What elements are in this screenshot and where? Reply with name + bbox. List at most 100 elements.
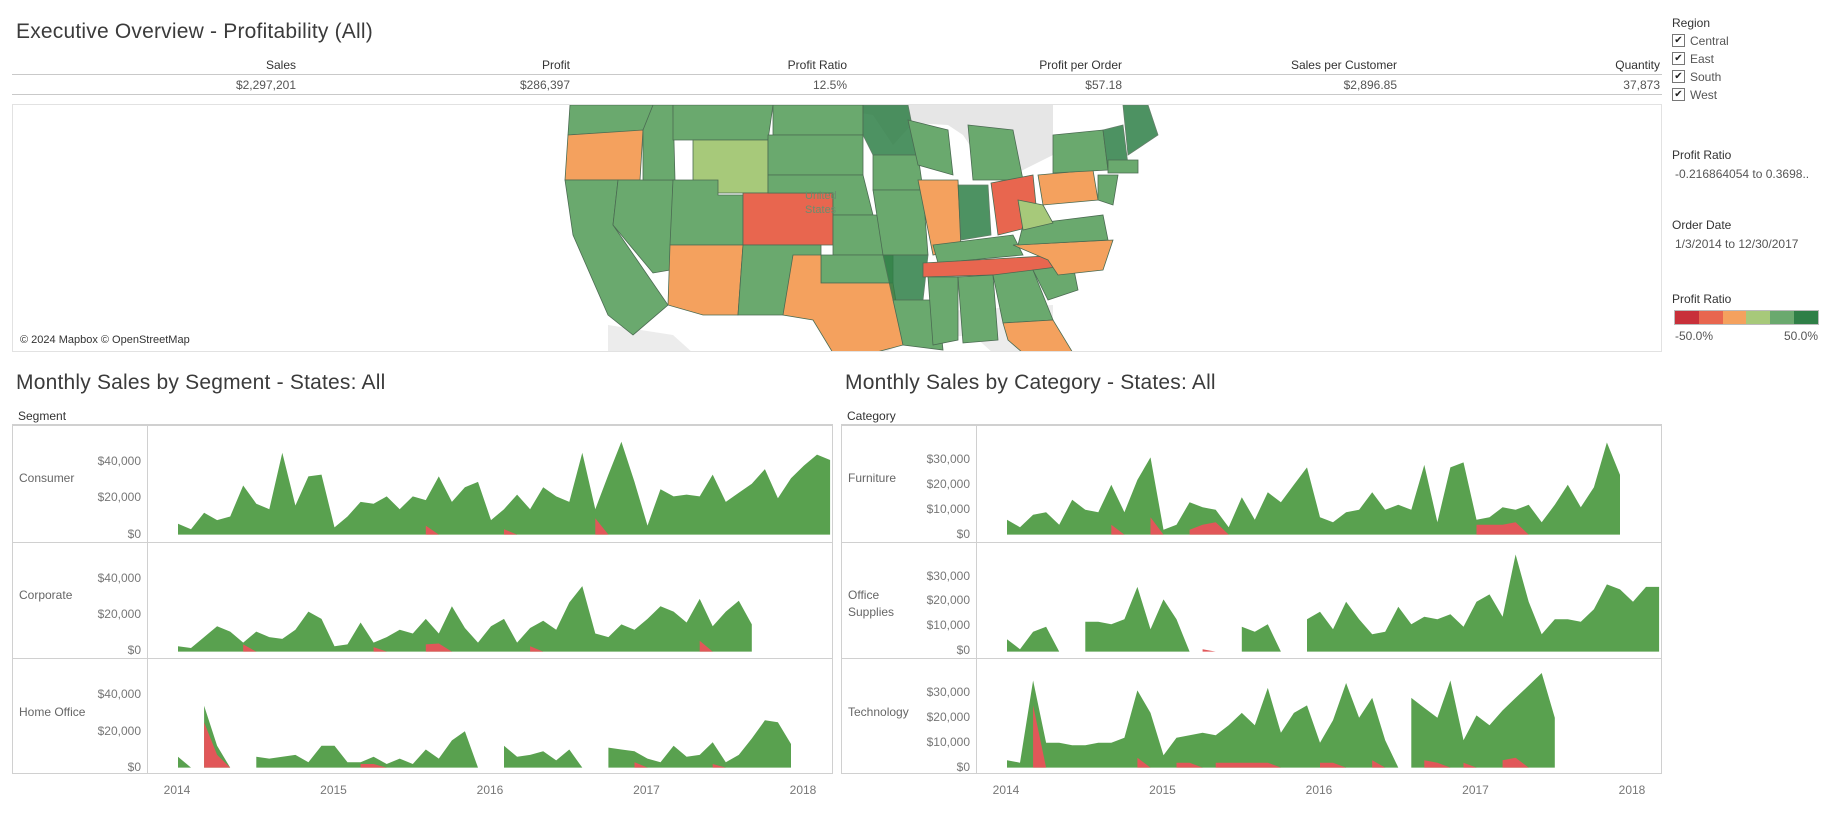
state-minnesota[interactable] [862, 105, 919, 156]
kpi-label-profit: Profit [541, 58, 570, 72]
row-label: Corporate [19, 587, 73, 602]
state-montana[interactable] [672, 105, 774, 141]
sales-area-negative[interactable] [1202, 648, 1216, 652]
kpi-table: Sales Profit Profit Ratio Profit per Ord… [12, 58, 1662, 96]
state-kansas[interactable] [832, 214, 884, 256]
state-north-dakota[interactable] [772, 105, 864, 136]
state-alabama[interactable] [957, 274, 999, 344]
checkbox-icon[interactable]: ✔ [1672, 88, 1685, 101]
kpi-value-sales[interactable]: $2,297,201 [235, 78, 296, 92]
kpi-value-profit[interactable]: $286,397 [519, 78, 570, 92]
state-new-jersey[interactable] [1097, 174, 1119, 206]
state-idaho[interactable] [642, 105, 676, 181]
map-attribution[interactable]: © 2024 Mapbox © OpenStreetMap [20, 334, 190, 346]
state-missouri[interactable] [872, 189, 929, 256]
legend-swatch-1[interactable] [1698, 311, 1723, 324]
state-shapes [564, 105, 1159, 352]
area-plot[interactable] [148, 659, 834, 776]
state-massachusetts[interactable] [1107, 159, 1139, 174]
area-plot[interactable] [977, 543, 1663, 660]
category-header: Category [847, 409, 896, 423]
region-option-label: Central [1690, 33, 1729, 48]
state-arizona[interactable] [667, 244, 744, 316]
state-oregon[interactable] [564, 129, 644, 181]
y-tick-label: $40,000 [97, 687, 141, 702]
kpi-label-profit-per-order: Profit per Order [1039, 58, 1122, 72]
state-wisconsin[interactable] [907, 119, 954, 176]
legend-swatch-3[interactable] [1746, 311, 1771, 324]
map-canvas[interactable] [13, 105, 1662, 352]
profit-ratio-filter-value[interactable]: -0.216864054 to 0.3698.. [1675, 167, 1810, 181]
order-date-filter-title: Order Date [1672, 218, 1732, 232]
x-tick-label: 2018 [789, 783, 817, 797]
area-plot[interactable] [977, 659, 1663, 776]
area-plot[interactable] [148, 426, 834, 543]
segment-header: Segment [18, 409, 67, 423]
state-indiana[interactable] [957, 184, 992, 241]
region-option-central[interactable]: ✔ Central [1672, 32, 1729, 49]
state-mississippi[interactable] [927, 276, 959, 346]
region-option-south[interactable]: ✔ South [1672, 68, 1721, 85]
legend-swatch-2[interactable] [1722, 311, 1747, 324]
state-pennsylvania[interactable] [1037, 169, 1099, 206]
region-option-west[interactable]: ✔ West [1672, 86, 1717, 103]
map-country-label: United States [805, 189, 875, 217]
state-oklahoma[interactable] [820, 254, 894, 284]
y-tick-label: $10,000 [926, 735, 970, 750]
area-plot[interactable] [148, 543, 834, 660]
state-virginia[interactable] [1017, 214, 1109, 246]
state-south-dakota[interactable] [767, 134, 864, 176]
y-tick-label: $0 [127, 526, 141, 541]
profit-map[interactable]: United States © 2024 Mapbox © OpenStreet… [12, 104, 1662, 352]
sales-area-positive[interactable] [178, 441, 831, 535]
order-date-filter-value[interactable]: 1/3/2014 to 12/30/2017 [1675, 237, 1799, 251]
header-divider [976, 425, 977, 773]
sales-area-positive[interactable] [1007, 554, 1660, 652]
checkbox-icon[interactable]: ✔ [1672, 52, 1685, 65]
sales-area-negative[interactable] [1111, 517, 1529, 535]
x-tick-label: 2014 [992, 783, 1020, 797]
sales-area-positive[interactable] [1007, 673, 1555, 768]
checkbox-icon[interactable]: ✔ [1672, 70, 1685, 83]
kpi-value-sales-per-customer[interactable]: $2,896.85 [1343, 78, 1397, 92]
y-tick-label: $20,000 [926, 476, 970, 491]
segment-chart-panel: Consumer $40,000 $20,000 $0 Corporate $40,000… [12, 424, 833, 774]
legend-swatch-4[interactable] [1770, 311, 1795, 324]
checkbox-icon[interactable]: ✔ [1672, 34, 1685, 47]
state-maine[interactable] [1122, 105, 1159, 156]
area-plot[interactable] [977, 426, 1663, 543]
legend-swatch-0[interactable] [1675, 311, 1699, 324]
state-new-york[interactable] [1052, 129, 1109, 174]
y-tick-label: $30,000 [926, 451, 970, 466]
profit-ratio-legend-title: Profit Ratio [1672, 292, 1732, 306]
segment-chart-title: Monthly Sales by Segment - States: All [16, 371, 386, 394]
sales-area-positive[interactable] [178, 585, 752, 652]
row-label: Technology [848, 704, 909, 719]
kpi-value-profit-per-order[interactable]: $57.18 [1085, 78, 1122, 92]
state-iowa[interactable] [872, 154, 924, 191]
chart-row: Home Office $40,000 $20,000 $0 [13, 658, 832, 775]
y-tick-label: $0 [127, 759, 141, 774]
sales-area-positive[interactable] [178, 706, 791, 768]
x-tick-label: 2017 [633, 783, 660, 797]
region-option-label: South [1690, 69, 1722, 84]
x-tick-label: 2014 [163, 783, 191, 797]
state-west-virginia[interactable] [1017, 199, 1054, 231]
sales-area-positive[interactable] [1007, 442, 1620, 535]
kpi-label-quantity: Quantity [1615, 58, 1660, 72]
legend-min-label: -50.0% [1675, 329, 1714, 343]
kpi-value-quantity[interactable]: 37,873 [1623, 78, 1660, 92]
profit-ratio-filter-title: Profit Ratio [1672, 148, 1732, 162]
kpi-value-profit-ratio[interactable]: 12.5% [812, 78, 847, 92]
profit-ratio-color-legend[interactable] [1674, 310, 1819, 325]
state-texas[interactable] [782, 254, 904, 352]
legend-swatch-5[interactable] [1794, 311, 1818, 324]
row-label: Furniture [848, 471, 897, 486]
y-tick-label: $10,000 [926, 501, 970, 516]
mexico-landmass [608, 325, 691, 351]
state-kentucky[interactable] [932, 234, 1024, 264]
kpi-bottom-rule [12, 94, 1662, 95]
region-option-east[interactable]: ✔ East [1672, 50, 1714, 67]
state-florida[interactable] [1002, 319, 1073, 352]
row-label: Home Office [19, 704, 86, 719]
